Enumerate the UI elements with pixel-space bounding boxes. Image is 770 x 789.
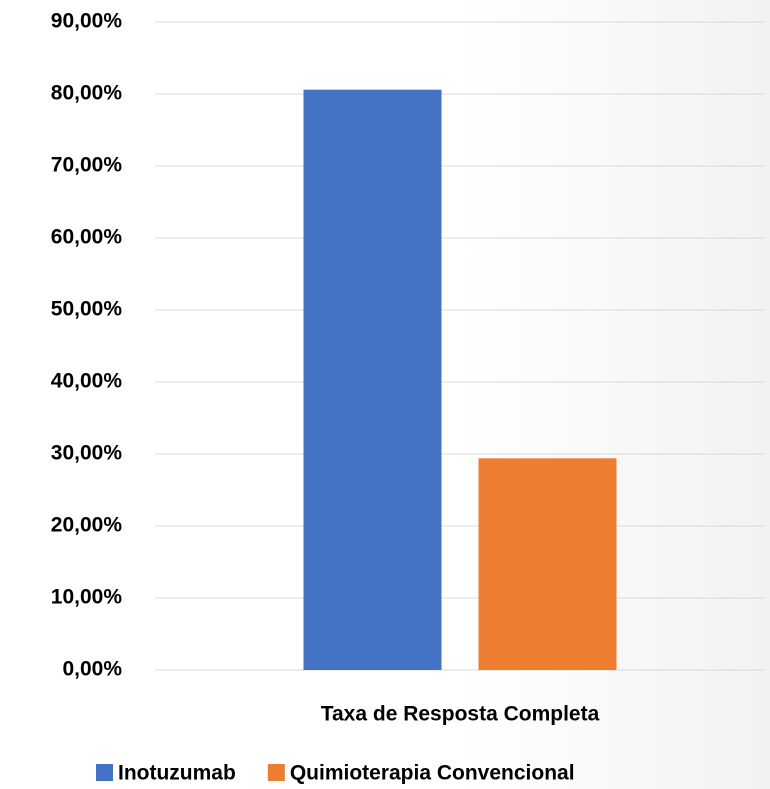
bar <box>303 89 442 671</box>
legend-swatch <box>267 764 285 781</box>
legend-swatch <box>96 764 113 781</box>
legend-label: Inotuzumab <box>118 762 236 785</box>
bar <box>478 458 617 670</box>
y-tick-label: 70,00% <box>51 154 123 177</box>
y-tick-label: 80,00% <box>51 82 123 105</box>
y-tick-label: 30,00% <box>51 442 123 465</box>
y-tick-label: 90,00% <box>51 10 123 33</box>
y-tick-label: 10,00% <box>51 586 123 609</box>
y-tick-label: 50,00% <box>51 298 123 321</box>
x-tick-label: Taxa de Resposta Completa <box>321 703 600 726</box>
y-tick-label: 0,00% <box>62 658 122 681</box>
legend-label: Quimioterapia Convencional <box>290 762 575 785</box>
y-tick-label: 60,00% <box>51 226 123 249</box>
y-tick-label: 20,00% <box>51 514 123 537</box>
y-tick-label: 40,00% <box>51 370 123 393</box>
